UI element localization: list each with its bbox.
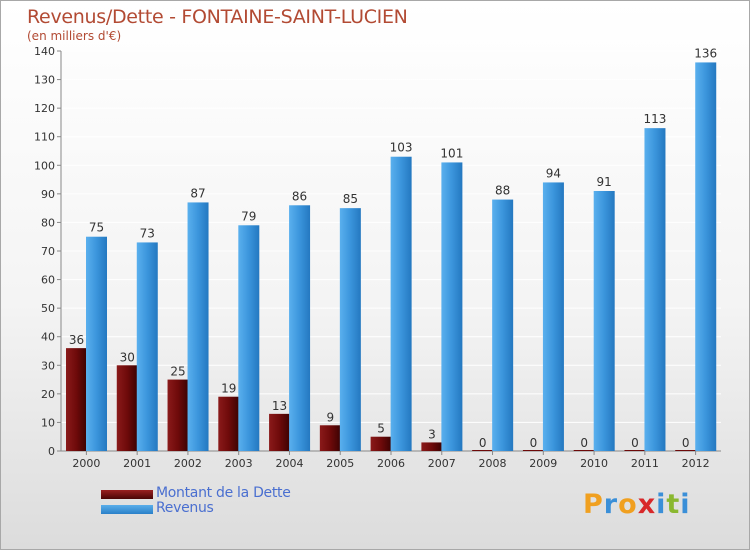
y-tick-label: 80 <box>41 216 55 229</box>
bar-dette-zero <box>573 450 595 451</box>
logo-letter: P <box>583 489 604 520</box>
bar-revenus <box>187 202 209 451</box>
bar-revenus <box>542 182 564 451</box>
legend-swatch-revenus <box>101 505 153 514</box>
bar-dette-zero <box>675 450 697 451</box>
x-tick-label: 2007 <box>428 457 456 470</box>
bar-dette <box>66 348 87 451</box>
y-tick-label: 20 <box>41 388 55 401</box>
bar-dette-zero <box>472 450 494 451</box>
data-label-revenus: 87 <box>190 186 205 200</box>
data-label-revenus: 85 <box>343 192 358 206</box>
y-tick-label: 100 <box>34 159 55 172</box>
logo-letter: o <box>618 489 638 520</box>
y-tick-label: 60 <box>41 274 55 287</box>
x-tick-label: 2004 <box>275 457 303 470</box>
bar-dette <box>421 442 443 451</box>
proxiti-logo: Proxiti <box>583 489 691 520</box>
x-tick-label: 2006 <box>377 457 405 470</box>
x-tick-label: 2002 <box>174 457 202 470</box>
logo-letter: t <box>666 489 681 520</box>
x-tick-label: 2005 <box>326 457 354 470</box>
bar-revenus <box>492 199 514 451</box>
data-label-revenus: 113 <box>644 112 667 126</box>
y-tick-label: 10 <box>41 416 55 429</box>
logo-letter: i <box>680 489 691 520</box>
bar-dette-zero <box>522 450 544 451</box>
data-label-dette: 19 <box>221 382 236 396</box>
y-tick-label: 90 <box>41 188 55 201</box>
data-label-dette: 36 <box>69 333 84 347</box>
bar-revenus <box>86 236 107 451</box>
y-tick-label: 130 <box>34 74 55 87</box>
data-label-revenus: 103 <box>390 141 413 155</box>
data-label-revenus: 136 <box>694 46 717 60</box>
y-tick-label: 50 <box>41 302 55 315</box>
logo-letter: x <box>637 489 657 520</box>
x-tick-label: 2011 <box>631 457 659 470</box>
y-tick-label: 30 <box>41 359 55 372</box>
bar-dette <box>167 379 189 451</box>
y-tick-label: 70 <box>41 245 55 258</box>
data-label-revenus: 79 <box>241 209 256 223</box>
y-tick-label: 120 <box>34 102 55 115</box>
x-tick-label: 2012 <box>682 457 710 470</box>
x-tick-label: 2001 <box>123 457 151 470</box>
x-tick-label: 2009 <box>529 457 557 470</box>
data-label-dette: 13 <box>272 399 287 413</box>
bar-revenus <box>593 191 615 451</box>
data-label-revenus: 73 <box>140 226 155 240</box>
bar-revenus <box>695 62 717 452</box>
x-tick-label: 2003 <box>225 457 253 470</box>
bar-revenus <box>136 242 158 451</box>
bar-dette <box>269 413 291 451</box>
y-tick-label: 110 <box>34 131 55 144</box>
data-label-revenus: 94 <box>546 166 561 180</box>
x-tick-label: 2008 <box>479 457 507 470</box>
x-tick-label: 2000 <box>72 457 100 470</box>
legend-label-dette: Montant de la Dette <box>156 485 291 501</box>
data-label-dette: 0 <box>580 436 588 450</box>
data-label-dette: 9 <box>327 410 335 424</box>
data-label-dette: 5 <box>377 422 385 436</box>
data-label-dette: 0 <box>530 436 538 450</box>
y-tick-label: 140 <box>34 45 55 58</box>
bar-revenus <box>238 225 260 451</box>
bar-dette <box>218 396 240 451</box>
data-label-revenus: 91 <box>597 175 612 189</box>
data-label-dette: 0 <box>682 436 690 450</box>
bar-revenus <box>644 128 666 451</box>
data-label-revenus: 88 <box>495 184 510 198</box>
bar-revenus <box>339 208 361 451</box>
data-label-dette: 30 <box>120 350 135 364</box>
legend-label-revenus: Revenus <box>156 500 214 516</box>
data-label-dette: 3 <box>428 427 436 441</box>
chart-title: Revenus/Dette - FONTAINE-SAINT-LUCIEN <box>27 6 408 28</box>
logo-letter: r <box>603 489 619 520</box>
bar-revenus <box>390 156 412 451</box>
bar-dette <box>319 425 341 451</box>
y-tick-label: 40 <box>41 331 55 344</box>
bar-revenus <box>289 205 311 451</box>
bar-dette <box>370 436 392 451</box>
legend-swatch-dette <box>101 490 153 499</box>
data-label-dette: 0 <box>479 436 487 450</box>
chart-subtitle: (en milliers d'€) <box>27 29 122 43</box>
data-label-revenus: 75 <box>89 221 104 235</box>
x-tick-label: 2010 <box>580 457 608 470</box>
y-tick-label: 0 <box>48 445 55 458</box>
bar-dette-zero <box>624 450 646 451</box>
data-label-revenus: 101 <box>440 146 463 160</box>
data-label-dette: 25 <box>170 365 185 379</box>
data-label-dette: 0 <box>631 436 639 450</box>
bar-dette <box>116 365 138 451</box>
logo-letter: i <box>656 489 667 520</box>
data-label-revenus: 86 <box>292 189 307 203</box>
bar-revenus <box>441 162 463 451</box>
